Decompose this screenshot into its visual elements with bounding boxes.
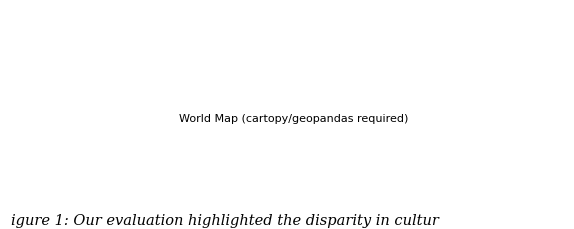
Text: World Map (cartopy/geopandas required): World Map (cartopy/geopandas required) [180, 114, 409, 124]
Text: igure 1: Our evaluation highlighted the disparity in cultur: igure 1: Our evaluation highlighted the … [11, 213, 439, 227]
